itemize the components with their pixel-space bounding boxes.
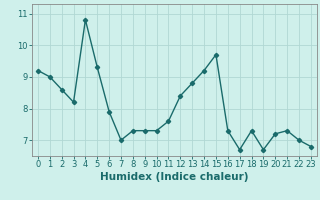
X-axis label: Humidex (Indice chaleur): Humidex (Indice chaleur) (100, 172, 249, 182)
